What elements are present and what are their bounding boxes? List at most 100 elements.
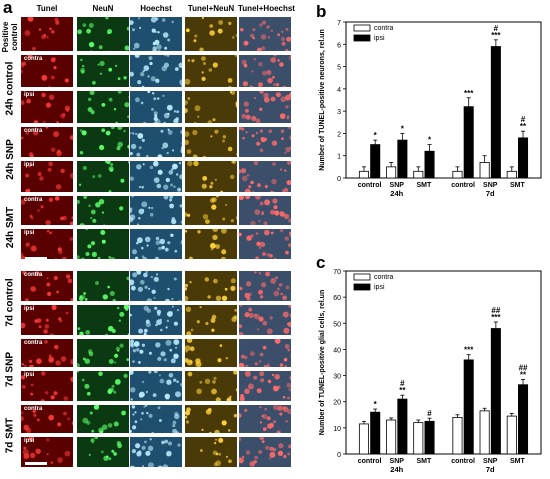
col-head-hoechst: Hoechst — [140, 4, 172, 13]
bar-contra — [386, 166, 397, 179]
micrograph-tile: ipsi — [20, 370, 74, 402]
bar-ipsi — [518, 384, 529, 455]
micrograph-tile — [76, 228, 130, 260]
micrograph-tile — [184, 436, 238, 468]
bar-ipsi — [397, 398, 408, 455]
micrograph-tile — [76, 195, 130, 226]
micrograph-tile — [129, 228, 183, 260]
micrograph-tile — [76, 436, 130, 468]
x-group-label: 7d — [486, 189, 495, 198]
significance-mark: *** — [491, 31, 501, 40]
y-axis-label: Number of TUNEL-positive neurons, rel.un — [319, 29, 326, 171]
legend-swatch-ipsi — [353, 34, 371, 42]
row-tag: contra — [24, 272, 43, 278]
row-tag: contra — [24, 128, 43, 134]
row-tag: ipsi — [24, 230, 35, 236]
bar-ipsi — [490, 328, 501, 455]
bar-ipsi — [424, 150, 435, 179]
x-category-label: SNP — [390, 458, 405, 465]
micrograph-tile: ipsi — [20, 304, 74, 336]
micrograph-tile — [184, 304, 238, 336]
bar-contra — [413, 422, 424, 455]
y-tick-label: 4 — [337, 87, 341, 94]
micrograph-tile: contra — [20, 126, 74, 158]
micrograph-tile — [238, 304, 292, 336]
y-tick-label: 0 — [337, 176, 341, 183]
micrograph-tile — [238, 270, 292, 302]
scale-bar — [25, 257, 47, 260]
group-label: 24h control — [4, 61, 16, 116]
micrograph-tile — [129, 90, 183, 124]
micrograph-tile — [238, 404, 292, 434]
legend-label: contra — [374, 274, 394, 281]
significance-mark: # — [494, 24, 499, 33]
micrograph-tile — [76, 370, 130, 402]
micrograph-tile — [76, 16, 130, 52]
panel-c-letter: c — [316, 253, 326, 272]
row-tag: contra — [24, 340, 43, 346]
significance-mark: * — [428, 136, 432, 145]
bar-ipsi — [518, 137, 529, 179]
bar-contra — [479, 410, 490, 455]
y-tick-label: 20 — [333, 400, 341, 407]
plot-frame — [345, 21, 542, 179]
micrograph-tile — [184, 370, 238, 402]
x-group-label: 24h — [390, 189, 403, 198]
row-tag: ipsi — [24, 162, 35, 168]
micrograph-tile — [184, 16, 238, 52]
y-tick-label: 0 — [337, 452, 341, 459]
significance-mark: ## — [491, 306, 500, 315]
significance-mark: *** — [491, 313, 501, 322]
bar-contra — [358, 170, 369, 179]
y-tick-label: 50 — [333, 321, 341, 328]
micrograph-tile — [129, 195, 183, 226]
bar-ipsi — [397, 139, 408, 179]
group-label: 7d SNP — [4, 352, 16, 388]
micrograph-tile — [129, 54, 183, 88]
legend-label: ipsi — [374, 35, 385, 42]
micrograph-tile — [238, 16, 292, 52]
x-group-label: 24h — [390, 465, 403, 474]
micrograph-tile — [184, 338, 238, 368]
x-category-label: control — [358, 458, 382, 465]
micrograph-tile — [129, 338, 183, 368]
y-tick-label: 5 — [337, 65, 341, 72]
bar-ipsi — [490, 46, 501, 179]
legend-swatch-ipsi — [353, 283, 371, 291]
micrograph-tile — [76, 90, 130, 124]
micrograph-tile: contra — [20, 270, 74, 302]
y-tick-label: 3 — [337, 109, 341, 116]
scale-bar — [25, 462, 47, 465]
x-category-label: SMT — [417, 458, 433, 465]
x-category-label: control — [451, 458, 475, 465]
micrograph-tile — [76, 304, 130, 336]
row-tag: contra — [24, 406, 43, 412]
row-tag: ipsi — [24, 372, 35, 378]
micrograph-tile: ipsi — [20, 160, 74, 193]
x-category-label: SMT — [510, 182, 526, 189]
y-tick-label: 2 — [337, 131, 341, 138]
micrograph-tile — [129, 126, 183, 158]
row-tag: ipsi — [24, 438, 35, 444]
group-label: 24h SNP — [4, 138, 16, 180]
significance-mark: *** — [464, 346, 474, 355]
legend-label: contra — [374, 25, 394, 32]
significance-mark: * — [374, 131, 378, 140]
micrograph-tile — [184, 195, 238, 226]
chart-glial: 0 10 20 30 40 50 60 70 Number of TUNEL-positive … — [319, 269, 542, 474]
micrograph-tile — [184, 54, 238, 88]
significance-mark: ** — [520, 122, 527, 131]
significance-mark: ** — [399, 386, 406, 395]
bar-ipsi — [424, 420, 435, 455]
micrograph-tile — [129, 270, 183, 302]
micrograph-tile — [184, 404, 238, 434]
bar-contra — [452, 416, 463, 455]
micrograph-tile — [184, 228, 238, 260]
legend-label: ipsi — [374, 284, 385, 291]
bar-contra — [413, 170, 424, 179]
col-head-tunel: Tunel — [36, 4, 58, 13]
micrograph-tile — [184, 160, 238, 193]
x-category-label: SMT — [417, 182, 433, 189]
col-head-tunel-neun: Tunel+NeuN — [187, 4, 235, 13]
micrograph-tile — [129, 304, 183, 336]
